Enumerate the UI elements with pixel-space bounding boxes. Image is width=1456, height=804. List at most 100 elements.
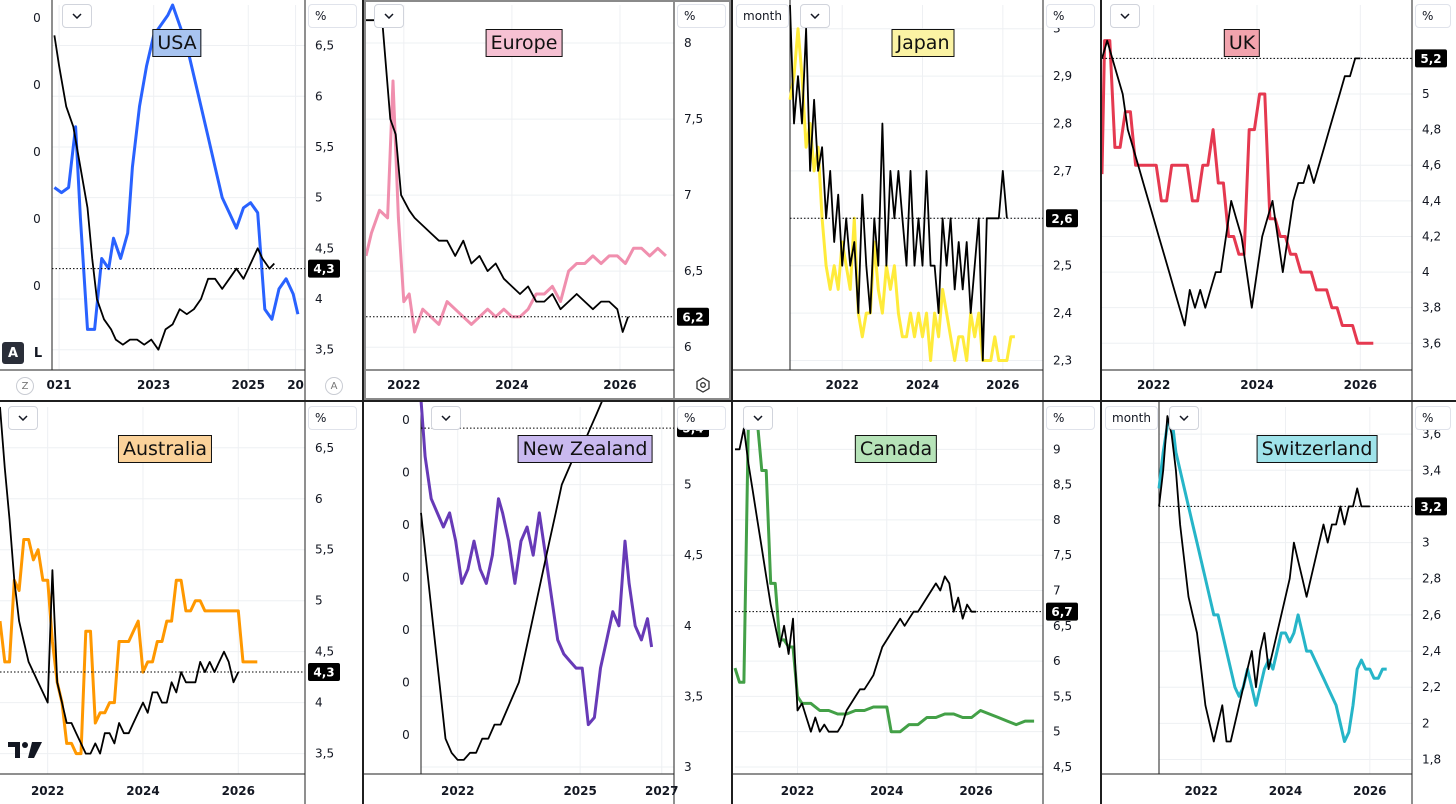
series-line-secondary (735, 427, 976, 733)
y-tick-label: 4,5 (1053, 760, 1072, 774)
y-tick-label: 5 (1422, 87, 1430, 101)
last-value-text: 4,3 (313, 262, 334, 276)
left-axis-label: 0 (33, 279, 41, 293)
left-axis-label: 0 (33, 145, 41, 159)
x-tick-label: 2027 (645, 784, 678, 798)
divider-col-1 (362, 0, 364, 804)
y-tick-label: 9 (1053, 442, 1061, 456)
y-tick-label: 2,5 (1053, 259, 1072, 273)
y-tick-label: 2,3 (1053, 354, 1072, 368)
chart-panel-australia[interactable]: 3,5 4 4,5 5 5,5 6 6,5 4,3 2022 2024 2026 Australia% (0, 402, 362, 804)
unit-label-box[interactable]: % (1046, 406, 1095, 430)
y-tick-label: 5 (315, 594, 323, 608)
chart-dropdown-button[interactable] (800, 4, 830, 28)
chevron-down-icon (1179, 415, 1189, 421)
left-axis-label: 0 (402, 413, 410, 427)
chevron-down-icon (753, 415, 763, 421)
last-value-tag: 2,6 (1046, 209, 1078, 228)
y-tick-label: 3,6 (1422, 427, 1441, 441)
chart-title: Europe (485, 29, 563, 57)
chart-dropdown-button[interactable] (8, 406, 38, 430)
x-tick-label: 2022 (826, 378, 859, 392)
settings-gear-icon[interactable] (695, 377, 711, 393)
y-tick-label: 4,6 (1422, 158, 1441, 172)
y-tick-label: 7 (1053, 584, 1061, 598)
chart-title: New Zealand (517, 435, 653, 463)
chart-panel-new-zealand[interactable]: 33,544,555,42022202520270000000New Zeala… (364, 402, 731, 804)
chart-panel-europe[interactable]: 6 6,5 7 7,5 8 6,2 2022 2024 2026 Europe% (364, 0, 731, 400)
chart-dropdown-button[interactable] (431, 406, 461, 430)
series-line-primary (1157, 414, 1387, 743)
chevron-down-icon (810, 13, 820, 19)
x-tick-label: 2026 (1353, 784, 1386, 798)
divider-col-3 (1100, 0, 1102, 804)
y-tick-label: 5 (315, 191, 323, 205)
x-tick-label: 2023 (137, 378, 170, 392)
y-tick-label: 4,5 (684, 548, 703, 562)
y-tick-label: 3 (1422, 536, 1430, 550)
left-axis-label: 0 (402, 466, 410, 480)
left-axis-label: 0 (402, 518, 410, 532)
last-value-text: 4,3 (313, 666, 334, 680)
chart-dropdown-button[interactable] (1169, 406, 1199, 430)
y-tick-label: 2,6 (1422, 608, 1441, 622)
unit-label-box[interactable]: % (308, 406, 357, 430)
y-tick-label: 7,5 (684, 112, 703, 126)
y-tick-label: 4,2 (1422, 229, 1441, 243)
chart-panel-usa[interactable]: 3,5 4 4,5 5 5,5 6 6,5 4,3 021 2023 2025 20 0 0 0 0 0 USA% (0, 0, 362, 400)
tradingview-logo-icon (8, 742, 42, 758)
y-tick-label: 5 (1053, 725, 1061, 739)
x-tick-label: 2022 (387, 378, 420, 392)
y-tick-label: 3 (684, 760, 692, 774)
y-tick-label: 8 (684, 36, 692, 50)
unit-label-box[interactable]: % (308, 4, 357, 28)
chart-dropdown-button[interactable] (62, 4, 92, 28)
last-value-text: 3,2 (1420, 500, 1441, 514)
chart-panel-switzerland[interactable]: 1,822,22,42,62,833,23,43,63,220222024202… (1102, 402, 1456, 804)
chart-panel-uk[interactable]: 3,63,844,24,44,64,855,25,2202220242026UK… (1102, 0, 1456, 400)
y-tick-label: 3,6 (1422, 336, 1441, 350)
chart-panel-japan[interactable]: 2,32,42,52,62,72,82,932,6202220242026Jap… (733, 0, 1100, 400)
y-tick-label: 3 (1053, 22, 1061, 36)
left-axis-label: 0 (33, 11, 41, 25)
left-unit-label-box[interactable]: month (736, 4, 789, 28)
x-tick-label: 2024 (1269, 784, 1302, 798)
chart-panel-canada[interactable]: 4,5 5 5,5 6 6,5 7 7,5 8 8,5 9 6,7 2022 2024 2026 Canad… (733, 402, 1100, 804)
y-tick-label: 4 (315, 292, 323, 306)
unit-label-box[interactable]: % (1046, 4, 1095, 28)
chart-title: Japan (891, 29, 955, 57)
unit-label-box[interactable]: % (1415, 4, 1451, 28)
x-tick-label: 20 (287, 378, 304, 392)
left-axis-label: 0 (33, 78, 41, 92)
y-tick-label: 6 (684, 340, 692, 354)
chart-dropdown-button[interactable] (743, 406, 773, 430)
last-value-text: 2,6 (1051, 212, 1072, 226)
unit-label-box[interactable]: % (677, 4, 726, 28)
left-unit-label-box[interactable]: month (1105, 406, 1158, 430)
x-tick-label: 2026 (1344, 378, 1377, 392)
y-tick-label: 2,4 (1053, 306, 1072, 320)
chevron-down-icon (441, 415, 451, 421)
chart-svg: 3,5 4 4,5 5 5,5 6 6,5 4,3 021 2023 2025 20 0 0 0 0 0 (0, 0, 340, 400)
left-axis-label: 0 (402, 728, 410, 742)
chart-dropdown-button[interactable] (1110, 4, 1140, 28)
chart-title: Switzerland (1256, 435, 1378, 463)
chevron-down-icon (72, 13, 82, 19)
y-tick-label: 2,8 (1053, 117, 1072, 131)
chevron-down-icon (1120, 13, 1130, 19)
series-line-primary (788, 27, 1015, 362)
unit-label-box[interactable]: % (1415, 406, 1451, 430)
chart-title: Canada (854, 435, 938, 463)
last-value-text: 6,7 (1051, 605, 1072, 619)
auto-mode-button[interactable]: A (325, 377, 343, 395)
auto-scale-button[interactable]: A (2, 342, 24, 364)
zoom-reset-button[interactable]: Z (16, 377, 34, 395)
series-line-primary (53, 3, 300, 331)
x-tick-label: 2026 (986, 378, 1019, 392)
unit-label-box[interactable]: % (677, 406, 726, 430)
left-axis-label: 0 (402, 571, 410, 585)
y-tick-label: 3,5 (315, 747, 334, 761)
log-scale-button[interactable]: L (27, 342, 49, 364)
chart-dropdown-button[interactable] (374, 4, 404, 28)
chart-svg: 6 6,5 7 7,5 8 6,2 2022 2024 2026 (364, 0, 709, 400)
